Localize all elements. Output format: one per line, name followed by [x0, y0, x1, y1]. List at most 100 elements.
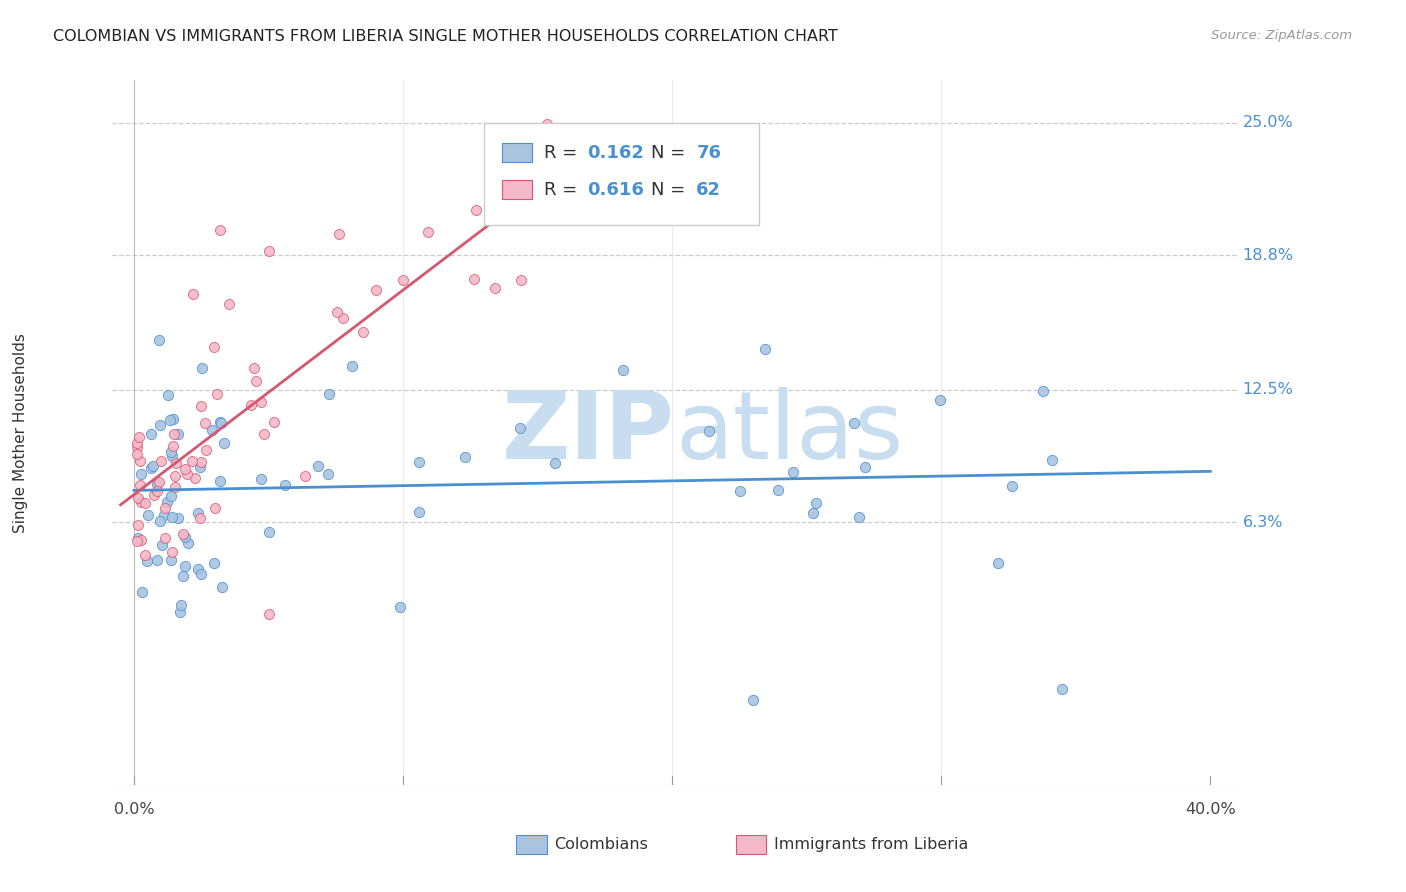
Point [129, 467, 152, 481]
Point [149, 417, 172, 432]
Point [141, 460, 163, 475]
Point [134, 548, 156, 562]
Point [160, 545, 183, 559]
Point [803, 507, 825, 521]
Point [190, 567, 212, 582]
Point [416, 225, 439, 239]
Point [697, 424, 720, 438]
Point [160, 489, 183, 503]
Point [209, 223, 232, 237]
Point [165, 456, 187, 470]
Point [202, 557, 225, 571]
Point [129, 454, 152, 468]
FancyBboxPatch shape [502, 144, 531, 162]
Point [125, 440, 148, 454]
Point [804, 496, 827, 510]
Point [853, 459, 876, 474]
FancyBboxPatch shape [735, 835, 766, 855]
Point [128, 430, 150, 444]
Point [294, 469, 316, 483]
Text: 76: 76 [696, 144, 721, 161]
Point [211, 580, 233, 594]
Point [1040, 452, 1063, 467]
Point [142, 488, 165, 502]
Point [257, 607, 280, 621]
Point [408, 455, 430, 469]
Point [1032, 384, 1054, 398]
Point [190, 399, 212, 413]
Point [207, 386, 229, 401]
Point [202, 340, 225, 354]
Point [612, 362, 634, 376]
Text: 12.5%: 12.5% [1243, 383, 1294, 398]
Point [209, 474, 232, 488]
Point [174, 531, 197, 545]
Point [170, 599, 193, 613]
Point [1052, 681, 1074, 696]
Point [153, 531, 176, 545]
Point [176, 467, 198, 481]
Point [141, 427, 163, 442]
Point [273, 478, 295, 492]
Point [162, 439, 184, 453]
Point [145, 476, 167, 491]
Point [243, 361, 266, 376]
Point [153, 508, 176, 522]
Point [307, 458, 329, 473]
Point [201, 423, 224, 437]
Point [208, 415, 231, 429]
Point [167, 511, 190, 525]
Point [142, 458, 165, 473]
Point [509, 420, 531, 434]
Point [187, 506, 209, 520]
Point [174, 462, 197, 476]
Point [156, 495, 179, 509]
Point [160, 449, 183, 463]
Text: Source: ZipAtlas.com: Source: ZipAtlas.com [1212, 29, 1353, 42]
Point [162, 510, 184, 524]
Point [129, 533, 152, 547]
Text: 62: 62 [696, 180, 721, 199]
Point [160, 553, 183, 567]
Point [987, 556, 1010, 570]
Point [766, 483, 789, 497]
Text: R =: R = [544, 144, 583, 161]
Point [167, 426, 190, 441]
Point [181, 286, 204, 301]
Point [190, 454, 212, 468]
Point [742, 692, 765, 706]
Point [136, 554, 159, 568]
Text: 25.0%: 25.0% [1243, 115, 1294, 130]
Point [782, 465, 804, 479]
Point [136, 508, 159, 522]
Point [388, 599, 411, 614]
Text: Colombians: Colombians [554, 838, 648, 853]
Point [172, 526, 194, 541]
Point [463, 272, 485, 286]
Point [165, 480, 187, 494]
Point [929, 393, 952, 408]
Text: 0.0%: 0.0% [114, 802, 155, 817]
Point [366, 283, 388, 297]
Point [318, 386, 340, 401]
Point [169, 605, 191, 619]
Point [509, 273, 531, 287]
Point [212, 436, 235, 450]
Point [174, 559, 197, 574]
Point [163, 427, 186, 442]
Point [150, 538, 173, 552]
Text: 0.616: 0.616 [588, 180, 644, 199]
Text: 40.0%: 40.0% [1185, 802, 1236, 817]
Point [842, 416, 865, 430]
Point [125, 436, 148, 450]
Point [146, 484, 169, 499]
Text: atlas: atlas [675, 386, 903, 479]
Point [194, 443, 217, 458]
Point [536, 117, 558, 131]
Point [486, 212, 509, 227]
Point [263, 415, 285, 429]
FancyBboxPatch shape [516, 835, 547, 855]
Point [160, 445, 183, 459]
Point [149, 453, 172, 467]
Point [464, 202, 486, 217]
